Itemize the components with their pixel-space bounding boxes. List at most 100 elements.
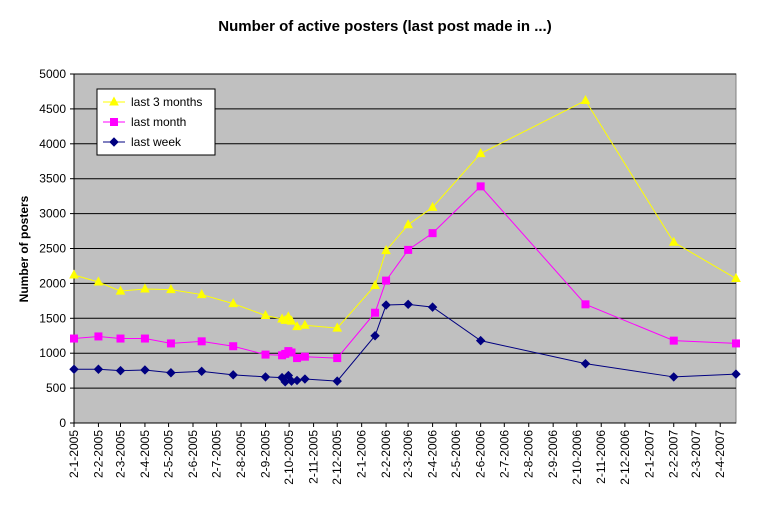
x-tick-label: 2-7-2005 [210, 430, 224, 478]
data-point-last-month [476, 182, 485, 191]
data-point-last-3-months [196, 289, 207, 299]
x-tick-label: 2-2-2005 [91, 430, 105, 478]
data-point-last-month [382, 276, 391, 285]
data-point-last-3-months [228, 298, 239, 308]
data-point-last-month [261, 350, 270, 359]
data-point-last-week [580, 358, 591, 369]
x-tick-label: 2-12-2006 [618, 430, 632, 485]
data-point-last-week [140, 365, 150, 375]
y-tick-label: 3000 [39, 207, 66, 221]
x-tick-label: 2-8-2005 [234, 430, 248, 478]
x-tick-label: 2-2-2006 [379, 430, 393, 478]
legend-marker [109, 96, 119, 106]
data-point-last-week [475, 335, 486, 346]
y-tick-label: 4000 [39, 137, 66, 151]
x-tick-label: 2-3-2005 [113, 430, 127, 478]
data-point-last-3-months [403, 219, 413, 229]
data-point-last-month [116, 334, 125, 343]
data-point-last-week [403, 299, 413, 310]
x-tick-label: 2-12-2005 [330, 430, 344, 485]
x-tick-label: 2-5-2006 [449, 430, 463, 478]
x-tick-label: 2-11-2005 [307, 430, 321, 484]
data-point-last-week [283, 370, 294, 381]
legend-marker [109, 137, 119, 147]
data-point-last-month [669, 336, 678, 345]
legend: last 3 months last month last week [96, 88, 216, 156]
data-point-last-3-months [427, 201, 438, 211]
x-tick-label: 2-9-2005 [259, 430, 273, 478]
legend-label: last month [131, 115, 186, 129]
y-tick-label: 0 [59, 416, 66, 430]
x-tick-label: 2-10-2006 [570, 430, 584, 485]
data-point-last-3-months [731, 272, 741, 283]
data-point-last-3-months [381, 245, 391, 255]
data-point-last-month [333, 354, 342, 363]
x-tick-label: 2-3-2007 [689, 430, 703, 478]
data-point-last-month [404, 245, 413, 254]
x-tick-label: 2-9-2006 [546, 430, 560, 478]
data-point-last-week [669, 372, 679, 382]
data-point-last-month [94, 332, 103, 341]
data-point-last-3-months [286, 315, 297, 325]
data-point-last-month [293, 354, 302, 363]
x-tick-label: 2-1-2006 [355, 430, 369, 478]
data-point-last-month [300, 352, 309, 361]
data-point-last-week [115, 365, 126, 376]
y-tick-label: 1000 [39, 346, 66, 360]
x-tick-label: 2-10-2005 [282, 430, 296, 485]
data-point-last-week [381, 300, 391, 310]
data-point-last-3-months [140, 283, 150, 293]
x-tick-label: 2-4-2005 [138, 430, 152, 478]
data-point-last-3-months [370, 279, 380, 289]
y-tick-label: 4500 [39, 102, 66, 116]
data-point-last-3-months [580, 94, 591, 105]
data-point-last-week [292, 375, 302, 386]
data-point-last-3-months [332, 322, 343, 332]
data-point-last-3-months [115, 285, 126, 295]
y-tick-label: 2500 [39, 242, 66, 256]
data-point-last-3-months [69, 269, 79, 279]
data-point-last-week [731, 369, 741, 379]
data-point-last-week [370, 331, 380, 341]
data-point-last-week [228, 370, 238, 380]
data-point-last-week [69, 364, 79, 374]
data-point-last-3-months [668, 236, 679, 246]
x-tick-label: 2-6-2005 [186, 430, 200, 478]
x-tick-label: 2-11-2006 [594, 430, 608, 484]
data-point-last-month [197, 337, 206, 346]
chart-title: Number of active posters (last post made… [218, 18, 552, 35]
data-point-last-month [732, 339, 740, 348]
data-point-last-month [428, 229, 437, 238]
data-point-last-month [70, 334, 78, 343]
x-tick-label: 2-1-2005 [67, 430, 81, 478]
data-point-last-3-months [166, 284, 176, 294]
data-point-last-month [140, 334, 149, 343]
legend-label: last week [131, 135, 182, 149]
data-point-last-month [371, 308, 380, 317]
y-axis-label: Number of posters [17, 195, 31, 302]
y-tick-label: 5000 [39, 67, 66, 81]
legend-marker [110, 118, 118, 126]
data-point-last-week [260, 372, 271, 382]
x-tick-label: 2-4-2007 [713, 430, 727, 478]
series-last-month [70, 182, 740, 363]
data-point-last-week [196, 366, 207, 377]
data-point-last-week [93, 364, 104, 374]
x-tick-label: 2-5-2005 [162, 430, 176, 478]
x-tick-label: 2-8-2006 [522, 430, 536, 478]
data-point-last-3-months [260, 309, 271, 320]
data-point-last-week [166, 368, 176, 378]
data-point-last-3-months [475, 148, 486, 158]
x-tick-label: 2-6-2006 [474, 430, 488, 478]
data-point-last-month [229, 342, 238, 351]
data-point-last-month [581, 300, 590, 309]
data-point-last-week [332, 376, 342, 386]
series-last-week [69, 299, 741, 387]
data-point-last-month [166, 339, 175, 348]
data-point-last-3-months [292, 321, 302, 331]
x-tick-label: 2-4-2006 [426, 430, 440, 478]
data-point-last-week [300, 374, 310, 384]
x-tick-label: 2-7-2006 [497, 430, 511, 478]
